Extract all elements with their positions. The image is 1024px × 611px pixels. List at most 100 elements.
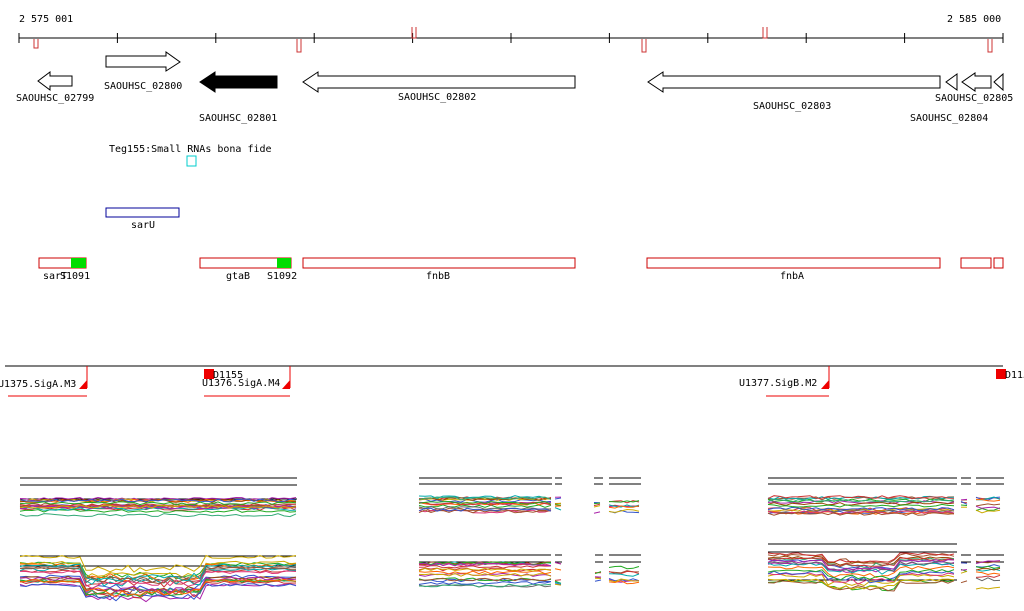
promoter-flag-u1377[interactable]: [821, 380, 829, 389]
profile-line: [593, 505, 601, 508]
gene-arrow-saouhsc-02799[interactable]: [37, 71, 73, 91]
profile-line: [554, 583, 562, 586]
profile-line: [19, 498, 297, 503]
profile-line: [608, 570, 640, 575]
gene-track: SAOUHSC_02799 SAOUHSC_02800 SAOUHSC_0280…: [16, 51, 1013, 124]
profile-block: [767, 477, 957, 516]
promoter-flag-u1375[interactable]: [79, 380, 87, 389]
gene-arrow-saouhsc-02803[interactable]: [647, 71, 941, 93]
terminator-label-d1155: D1155: [213, 370, 243, 381]
profile-line: [975, 567, 1001, 571]
profile-line: [593, 511, 601, 514]
profile-line: [767, 573, 955, 587]
gene-label-saouhsc-02801: SAOUHSC_02801: [199, 113, 277, 124]
profile-line: [608, 565, 640, 570]
feature-fnbb-box[interactable]: [302, 257, 576, 269]
profile-line: [767, 503, 955, 508]
profile-line: [767, 569, 955, 582]
profile-line: [608, 508, 640, 513]
profile-line: [960, 580, 968, 584]
profile-line: [554, 497, 562, 500]
profile-block: [960, 477, 971, 508]
gene-arrow-saouhsc-02802[interactable]: [302, 71, 576, 93]
srna-label: Teg155:Small RNAs bona fide: [109, 144, 272, 155]
axis-red-mark: [33, 39, 39, 49]
profile-line: [554, 561, 562, 565]
gene-arrow-saouhsc-02801[interactable]: [199, 71, 278, 93]
profile-line: [594, 579, 602, 582]
profile-line: [767, 580, 955, 592]
profile-line: [19, 506, 297, 511]
coordinate-axis: 2 575 001 2 585 000: [18, 14, 1004, 53]
profile-line: [976, 499, 1001, 502]
feature-track: sarT S1091 gtaB S1092 fnbB fnbA: [38, 257, 1004, 282]
gene-arrow-saouhsc-02805a[interactable]: [961, 72, 992, 92]
profile-line: [767, 511, 955, 515]
feature-box-right-1[interactable]: [960, 257, 992, 269]
profile-line: [608, 580, 640, 585]
axis-end-label: 2 585 000: [947, 14, 1001, 25]
gene-arrow-saouhsc-02800[interactable]: [105, 51, 181, 72]
profile-line: [418, 565, 552, 569]
profile-line: [960, 498, 968, 501]
profile-line: [19, 570, 297, 590]
profile-block: [554, 477, 562, 511]
marker-s1092[interactable]: [277, 258, 291, 268]
profile-block: [19, 477, 297, 518]
profile-line: [418, 570, 552, 575]
gene-arrow-saouhsc-02804[interactable]: [945, 73, 958, 91]
profile-line: [19, 508, 297, 513]
axis-red-mark: [411, 27, 417, 39]
gene-label-saouhsc-02804: SAOUHSC_02804: [910, 113, 988, 124]
profile-block: [594, 554, 603, 582]
profile-line: [960, 569, 968, 571]
profile-line: [418, 562, 552, 567]
expression-profiles: [19, 477, 1004, 603]
profile-line: [960, 570, 968, 574]
profile-block: [960, 554, 971, 584]
promoter-label-u1377: U1377.SigB.M2: [739, 378, 817, 389]
profile-line: [975, 509, 1001, 514]
profile-line: [767, 506, 955, 511]
terminator-d1155[interactable]: [204, 369, 214, 379]
terminator-d115x[interactable]: [996, 369, 1006, 379]
srna-box[interactable]: [186, 155, 197, 167]
profile-line: [767, 501, 955, 506]
axis-ticks: [18, 27, 1004, 53]
profile-line: [767, 552, 955, 563]
profile-line: [19, 574, 296, 594]
feature-label-fnbb: fnbB: [426, 271, 450, 282]
gene-arrow-saouhsc-02805b[interactable]: [993, 72, 1004, 92]
axis-red-mark: [987, 39, 993, 53]
profile-block: [975, 554, 1004, 590]
srna-track: Teg155:Small RNAs bona fide: [109, 144, 272, 167]
profile-line: [418, 577, 552, 582]
regulatory-track: U1375.SigA.M3 D1155 U1376.SigA.M4 U1377.…: [0, 365, 1024, 397]
profile-line: [767, 579, 955, 592]
profile-line: [975, 571, 1001, 576]
profile-line: [608, 578, 640, 583]
profile-line: [975, 507, 1001, 512]
profile-block: [975, 477, 1004, 514]
gene-label-saouhsc-02799: SAOUHSC_02799: [16, 93, 94, 104]
profile-line: [608, 500, 640, 503]
marker-s1091[interactable]: [71, 258, 86, 268]
profile-line: [418, 572, 552, 577]
feature-fnba-box[interactable]: [646, 257, 941, 269]
feature-label-fnba: fnbA: [780, 271, 804, 282]
profile-line: [554, 507, 562, 511]
saru-box[interactable]: [105, 207, 180, 218]
profile-line: [554, 582, 562, 584]
profile-line: [767, 557, 955, 567]
feature-label-s1091: S1091: [60, 271, 90, 282]
profile-line: [960, 504, 968, 506]
profile-line: [19, 563, 297, 582]
profile-line: [975, 586, 1001, 590]
promoter-flag-u1376[interactable]: [282, 380, 290, 389]
profile-line: [767, 559, 955, 571]
profile-block: [19, 554, 297, 603]
feature-box-right-2[interactable]: [993, 257, 1004, 269]
axis-red-mark: [296, 39, 302, 53]
profile-line: [554, 568, 562, 571]
